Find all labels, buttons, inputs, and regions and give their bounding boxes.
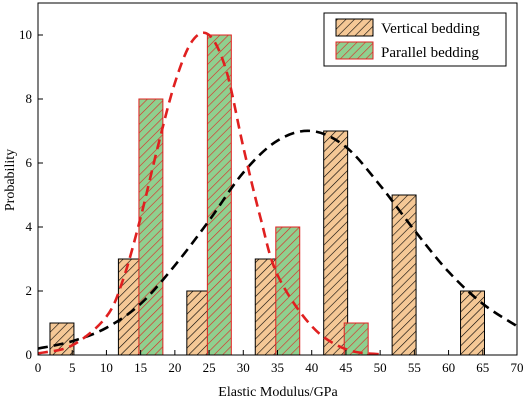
bar-vertical (323, 130, 349, 356)
x-tick-label: 25 (203, 360, 216, 375)
legend-swatch-vertical-hatch (335, 18, 374, 37)
x-tick-label: 5 (69, 360, 76, 375)
y-tick-label: 6 (26, 155, 33, 170)
axes-layer: 0 5 10 15 20 25 30 35 40 45 50 55 60 65 70 0 2 4 6 8 10 (19, 2, 524, 375)
x-tick-label: 10 (100, 360, 113, 375)
bar-parallel (138, 98, 164, 356)
x-tick-label: 20 (168, 360, 181, 375)
legend-swatch-parallel-hatch (335, 41, 374, 60)
x-tick-label: 15 (134, 360, 147, 375)
x-tick-label: 40 (305, 360, 318, 375)
legend: Vertical bedding Parallel bedding (323, 12, 507, 67)
x-axis-label: Elastic Modulus/GPa (218, 385, 338, 400)
y-tick-label: 8 (26, 91, 33, 106)
bar-parallel (275, 226, 301, 356)
bars-layer (49, 34, 485, 356)
bar-parallel (343, 322, 369, 356)
legend-label-parallel: Parallel bedding (381, 45, 479, 61)
x-tick-label: 60 (442, 360, 455, 375)
x-tick-label: 30 (237, 360, 250, 375)
x-tick-label: 50 (374, 360, 387, 375)
legend-label-vertical: Vertical bedding (381, 21, 480, 37)
x-tick-label: 0 (35, 360, 42, 375)
x-tick-label: 35 (271, 360, 284, 375)
y-tick-label: 10 (19, 27, 32, 42)
y-tick-label: 2 (26, 283, 33, 298)
x-tick-label: 45 (339, 360, 352, 375)
bar-parallel (206, 34, 232, 356)
x-tick-label: 70 (511, 360, 524, 375)
y-axis-label: Probability (3, 149, 18, 211)
bar-vertical (460, 290, 485, 356)
fit-curve-parallel (37, 31, 381, 356)
fit-curve-vertical (37, 129, 518, 350)
fit-curves-layer (37, 31, 518, 356)
x-tick-label: 55 (408, 360, 421, 375)
x-tick-label: 65 (476, 360, 489, 375)
y-tick-label: 4 (26, 219, 33, 234)
bar-vertical (391, 194, 417, 356)
y-tick-label: 0 (26, 347, 33, 362)
